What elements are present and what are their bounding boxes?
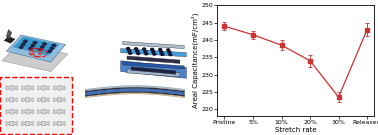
- Circle shape: [129, 52, 132, 54]
- Circle shape: [127, 48, 130, 49]
- Circle shape: [20, 46, 23, 48]
- Circle shape: [160, 51, 163, 53]
- Circle shape: [167, 49, 170, 51]
- Circle shape: [151, 48, 154, 50]
- Ellipse shape: [39, 51, 42, 52]
- Polygon shape: [6, 30, 12, 39]
- Y-axis label: Areal Capacitance(mF/cm²): Areal Capacitance(mF/cm²): [192, 13, 199, 109]
- Polygon shape: [123, 62, 184, 69]
- Polygon shape: [22, 121, 33, 126]
- Circle shape: [52, 44, 56, 46]
- Circle shape: [48, 50, 51, 52]
- Polygon shape: [2, 43, 68, 72]
- Ellipse shape: [39, 53, 42, 55]
- Circle shape: [152, 51, 155, 53]
- Polygon shape: [22, 109, 33, 114]
- Polygon shape: [13, 36, 59, 55]
- Polygon shape: [54, 121, 65, 126]
- Circle shape: [41, 46, 44, 48]
- Polygon shape: [54, 109, 65, 114]
- Polygon shape: [121, 49, 186, 57]
- Polygon shape: [121, 61, 186, 78]
- Polygon shape: [6, 86, 17, 90]
- Polygon shape: [38, 121, 49, 126]
- Circle shape: [153, 53, 156, 55]
- Circle shape: [22, 43, 25, 45]
- Ellipse shape: [31, 51, 34, 52]
- Polygon shape: [22, 97, 33, 102]
- Polygon shape: [127, 56, 180, 63]
- Polygon shape: [38, 97, 49, 102]
- Circle shape: [31, 45, 34, 47]
- Polygon shape: [123, 42, 184, 49]
- Circle shape: [137, 53, 140, 55]
- Polygon shape: [6, 97, 17, 102]
- Polygon shape: [54, 97, 65, 102]
- Polygon shape: [22, 86, 33, 90]
- Circle shape: [168, 51, 171, 53]
- Circle shape: [161, 53, 164, 55]
- Circle shape: [136, 50, 139, 52]
- Polygon shape: [38, 109, 49, 114]
- Polygon shape: [4, 36, 15, 43]
- Circle shape: [144, 50, 147, 52]
- Circle shape: [50, 47, 54, 49]
- Circle shape: [169, 54, 172, 56]
- Polygon shape: [38, 86, 49, 90]
- Polygon shape: [54, 86, 65, 90]
- X-axis label: Stretch rate: Stretch rate: [275, 127, 317, 133]
- Circle shape: [24, 40, 27, 42]
- Polygon shape: [6, 35, 66, 62]
- Circle shape: [29, 48, 33, 50]
- Circle shape: [135, 48, 138, 50]
- Polygon shape: [127, 69, 180, 77]
- Circle shape: [43, 43, 46, 45]
- Circle shape: [128, 50, 131, 52]
- Ellipse shape: [31, 53, 34, 55]
- Circle shape: [33, 42, 37, 44]
- Polygon shape: [131, 67, 176, 74]
- Circle shape: [143, 48, 146, 50]
- Circle shape: [159, 49, 162, 50]
- Circle shape: [145, 53, 148, 55]
- FancyBboxPatch shape: [0, 77, 72, 134]
- Polygon shape: [6, 121, 17, 126]
- Polygon shape: [6, 109, 17, 114]
- Circle shape: [39, 49, 42, 51]
